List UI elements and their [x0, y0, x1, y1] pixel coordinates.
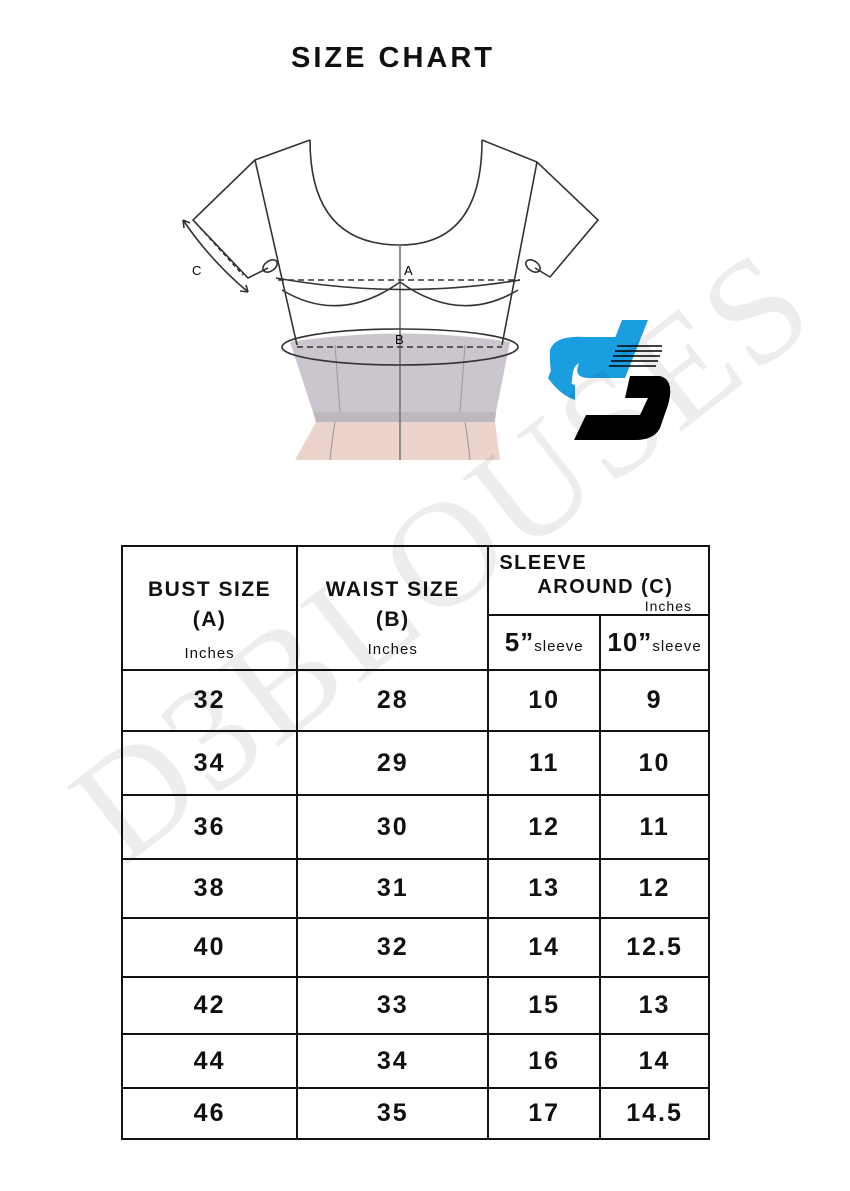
- table-row: 42 33 15 13: [120, 976, 710, 1035]
- waist-cell: 30: [296, 794, 490, 860]
- bust-cell: 46: [120, 1087, 299, 1140]
- sleeve-5-cell: 17: [487, 1087, 602, 1140]
- bust-cell: 40: [120, 917, 299, 978]
- skirt-shape: [295, 422, 500, 460]
- sleeve-5-cell: 10: [487, 669, 602, 732]
- label-c: C: [192, 263, 201, 278]
- label-b: B: [395, 332, 404, 347]
- waist-band: [313, 412, 496, 422]
- waist-cell: 31: [296, 858, 490, 919]
- sleeve-10-cell: 14.5: [599, 1087, 710, 1140]
- sleeve-10-cell: 10: [599, 730, 710, 796]
- header-5in-sleeve: 5”sleeve: [487, 614, 602, 671]
- page-title: SIZE CHART: [291, 42, 495, 74]
- sleeve-arrow: [182, 219, 249, 293]
- sleeve-10-cell: 9: [599, 669, 710, 732]
- sleeve-10-cell: 12.5: [599, 917, 710, 978]
- bust-cell: 38: [120, 858, 299, 919]
- bust-cell: 32: [120, 669, 299, 732]
- bust-cell: 36: [120, 794, 299, 860]
- sleeve-10-cell: 13: [599, 976, 710, 1035]
- table-row: 40 32 14 12.5: [120, 917, 710, 978]
- bust-cell: 42: [120, 976, 299, 1035]
- waist-cell: 34: [296, 1033, 490, 1089]
- sleeve-dashed-line: [194, 221, 244, 276]
- waist-cell: 28: [296, 669, 490, 732]
- header-sleeve: SLEEVE AROUND (C) Inches: [487, 544, 710, 617]
- bust-curve: [275, 277, 521, 291]
- table-row: 36 30 12 11: [120, 794, 710, 860]
- right-sleeve: [481, 139, 600, 279]
- brand-logo: [548, 320, 671, 440]
- sleeve-5-cell: 16: [487, 1033, 602, 1089]
- header-waist: WAIST SIZE (B) Inches: [296, 545, 490, 671]
- sleeve-5-cell: 11: [487, 730, 602, 796]
- sleeve-5-cell: 14: [487, 917, 602, 978]
- table-row: 38 31 13 12: [120, 858, 710, 919]
- left-sleeve: [191, 139, 311, 279]
- header-10in-sleeve: 10”sleeve: [599, 614, 710, 671]
- sleeve-10-cell: 14: [599, 1033, 710, 1089]
- bust-cell: 34: [120, 730, 299, 796]
- sleeve-5-cell: 15: [487, 976, 602, 1035]
- waist-cell: 32: [296, 917, 490, 978]
- table-row: 44 34 16 14: [120, 1033, 710, 1089]
- sleeve-10-cell: 12: [599, 858, 710, 919]
- table-row: 46 35 17 14.5: [120, 1087, 710, 1140]
- neckline: [309, 139, 483, 246]
- sleeve-5-cell: 12: [487, 794, 602, 860]
- label-a: A: [404, 263, 413, 278]
- waist-cell: 29: [296, 730, 490, 796]
- waist-cell: 33: [296, 976, 490, 1035]
- sleeve-5-cell: 13: [487, 858, 602, 919]
- sleeve-10-cell: 11: [599, 794, 710, 860]
- waist-cell: 35: [296, 1087, 490, 1140]
- size-table: BUST SIZE (A) Inches WAIST SIZE (B) Inch…: [120, 544, 710, 1140]
- waist-ellipse: [281, 328, 519, 366]
- table-row: 32 28 10 9: [120, 669, 710, 732]
- bust-cell: 44: [120, 1033, 299, 1089]
- header-bust: BUST SIZE (A) Inches: [120, 545, 299, 671]
- table-row: 34 29 11 10: [120, 730, 710, 796]
